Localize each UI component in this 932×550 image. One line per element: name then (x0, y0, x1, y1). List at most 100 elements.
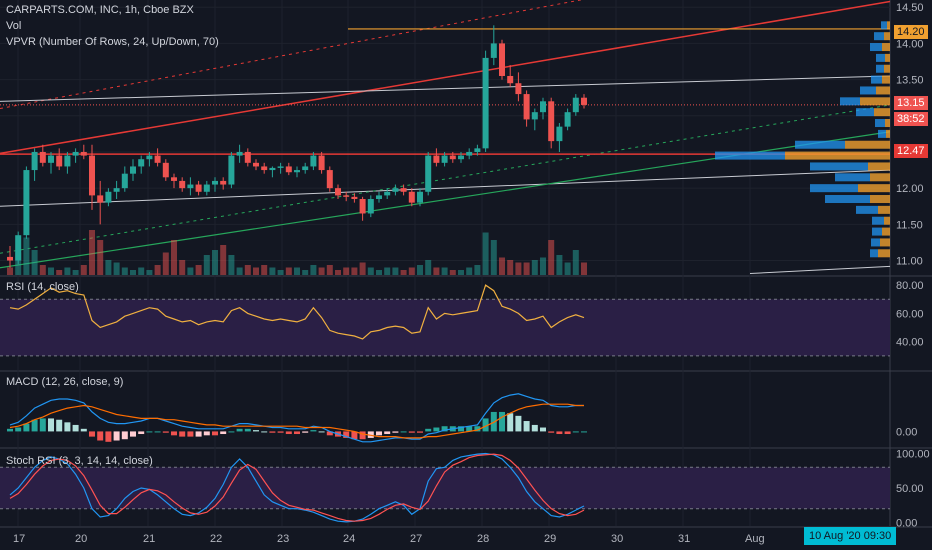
volume-bar (556, 255, 563, 275)
macd-histogram-bar (130, 431, 136, 437)
volume-bar (318, 267, 325, 275)
volume-bar (130, 270, 136, 275)
candle-body (72, 151, 79, 156)
macd-histogram-bar (171, 431, 177, 436)
volume-bar (425, 260, 432, 275)
volume-bar (212, 250, 218, 275)
macd-histogram-bar (244, 428, 251, 432)
vpvr-row-down (886, 129, 890, 138)
volume-bar (490, 240, 497, 275)
candle-body (7, 256, 13, 261)
volume-bar (351, 267, 358, 275)
vpvr-row-up (872, 227, 882, 236)
volume-bar (228, 255, 235, 275)
candle-body (417, 191, 423, 203)
candle-body (171, 177, 177, 181)
macd-histogram-bar (72, 424, 79, 432)
volume-bar (359, 262, 366, 275)
x-tick-label: 31 (678, 533, 690, 545)
macd-histogram-bar (138, 431, 145, 435)
candle-body (392, 188, 399, 192)
macd-histogram-bar (261, 431, 268, 433)
volume-bar (417, 265, 423, 275)
x-tick-label: Aug (745, 533, 765, 545)
macd-histogram-bar (572, 431, 579, 433)
candle-body (203, 184, 210, 192)
candle-body (244, 151, 251, 163)
vpvr-row-down (868, 162, 890, 171)
vpvr-row-down (876, 86, 890, 95)
vpvr-row-up (871, 238, 880, 247)
macd-histogram-bar (556, 431, 563, 435)
candle-body (490, 43, 497, 58)
volume-bar (146, 270, 153, 275)
vpvr-row-down (785, 151, 890, 160)
candle-body (261, 166, 268, 171)
candle-body (433, 155, 440, 163)
candle-body (581, 97, 587, 105)
macd-histogram-bar (310, 430, 317, 432)
volume-bar (474, 265, 481, 275)
trend-line-white-bottom (749, 265, 891, 275)
macd-histogram-bar (285, 431, 292, 435)
macd-histogram-bar (212, 431, 218, 436)
macd-histogram-bar (564, 431, 571, 435)
stoch-rsi-title: Stoch RSI (3, 3, 14, 14, close) (6, 455, 153, 467)
volume-bar (277, 270, 284, 275)
macd-histogram-bar (433, 427, 440, 432)
volume-bar (564, 262, 571, 275)
vpvr-row-up (715, 151, 785, 160)
macd-histogram-bar (548, 431, 555, 433)
macd-signal-line (9, 403, 584, 439)
candle-body (531, 112, 538, 120)
candle-body (326, 170, 333, 189)
stoch-d-line (9, 453, 585, 522)
price-axis-label: 11.50 (896, 219, 923, 231)
macd-histogram-bar (277, 431, 284, 433)
volume-bar (392, 267, 399, 275)
volume-bar (269, 267, 276, 275)
candle-body (458, 155, 464, 160)
volume-bar (179, 260, 186, 275)
volume-bar (39, 265, 46, 275)
candle-body (482, 57, 489, 149)
volume-bar (121, 267, 128, 275)
vpvr-row-up (878, 129, 886, 138)
candle-body (236, 151, 243, 156)
macd-histogram-bar (400, 431, 407, 433)
volume-bar (482, 232, 489, 275)
macd-histogram-bar (441, 426, 448, 432)
volume-bar (261, 265, 268, 275)
candle-body (564, 112, 571, 127)
candle-body (253, 162, 259, 167)
candle-body (359, 199, 366, 214)
rsi-axis-label: 60.00 (896, 308, 924, 320)
volume-bar (113, 262, 120, 275)
volume-bar (335, 270, 341, 275)
vpvr-row-down (884, 216, 890, 225)
macd-histogram-bar (253, 430, 259, 432)
macd-histogram-bar (376, 431, 382, 436)
rsi-axis-label: 80.00 (896, 280, 924, 292)
macd-histogram-bar (105, 431, 112, 442)
vpvr-row-up (856, 205, 878, 214)
macd-histogram-bar (228, 431, 235, 433)
macd-histogram-bar (146, 431, 153, 433)
candle-body (474, 148, 481, 152)
candle-body (302, 166, 309, 171)
macd-histogram-bar (154, 431, 161, 433)
macd-histogram-bar (384, 431, 391, 435)
macd-histogram-bar (97, 431, 104, 441)
volume-bar (302, 270, 309, 275)
volume-bar (310, 265, 317, 275)
candle-body (23, 170, 30, 236)
vpvr-row-down (880, 238, 890, 247)
volume-bar (367, 267, 374, 275)
volume-bar (326, 265, 333, 275)
volume-bar (581, 262, 587, 275)
vpvr-row-down (878, 205, 890, 214)
candle-body (187, 184, 194, 189)
candle-body (343, 195, 350, 197)
